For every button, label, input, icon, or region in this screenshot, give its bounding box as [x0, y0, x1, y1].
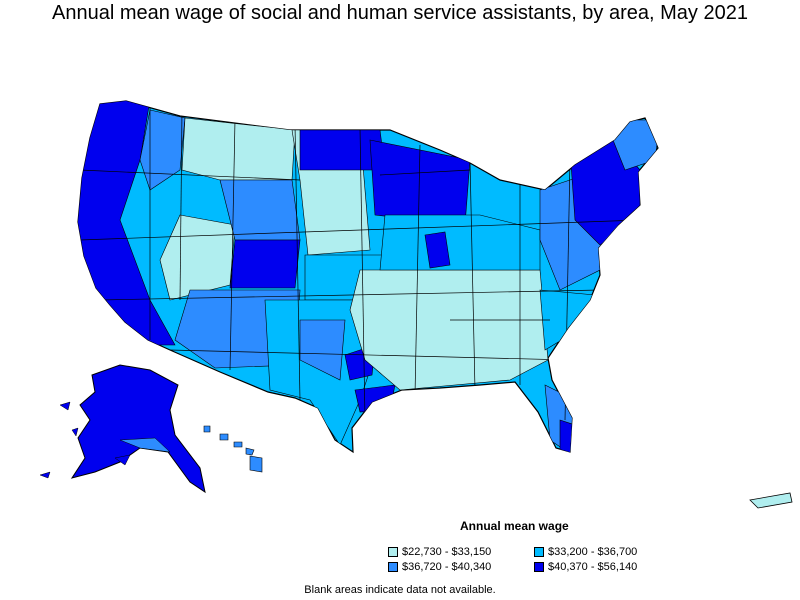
legend-label-3: $36,720 - $40,340: [402, 561, 492, 573]
contiguous-us: [77, 100, 659, 454]
chicago-region: [424, 231, 451, 269]
midwest-region: [379, 214, 541, 271]
legend-item-2: $33,200 - $36,700: [534, 546, 637, 558]
legend-item-4: $40,370 - $56,140: [534, 561, 637, 573]
hawaii: [203, 425, 263, 473]
footnote: Blank areas indicate data not available.: [304, 584, 496, 596]
legend-item-3: $36,720 - $40,340: [388, 561, 491, 573]
legend-swatch-4: [534, 562, 544, 572]
houston-region: [354, 384, 396, 413]
legend-swatch-1: [388, 547, 398, 557]
texas-west-region: [299, 319, 346, 381]
colorado-region: [229, 239, 301, 289]
idaho-region: [139, 109, 186, 191]
legend-label-1: $22,730 - $33,150: [402, 546, 492, 558]
puerto-rico: [749, 492, 793, 509]
miami-region: [559, 419, 576, 452]
montana-region: [181, 117, 296, 181]
alaska: [39, 364, 206, 494]
map-title: Annual mean wage of social and human ser…: [52, 2, 748, 24]
legend-label-2: $33,200 - $36,700: [548, 546, 638, 558]
legend-swatch-3: [388, 562, 398, 572]
legend-item-1: $22,730 - $33,150: [388, 546, 491, 558]
legend-swatch-2: [534, 547, 544, 557]
south-region: [349, 269, 549, 391]
legend-title: Annual mean wage: [460, 519, 569, 533]
legend-label-4: $40,370 - $56,140: [548, 561, 638, 573]
